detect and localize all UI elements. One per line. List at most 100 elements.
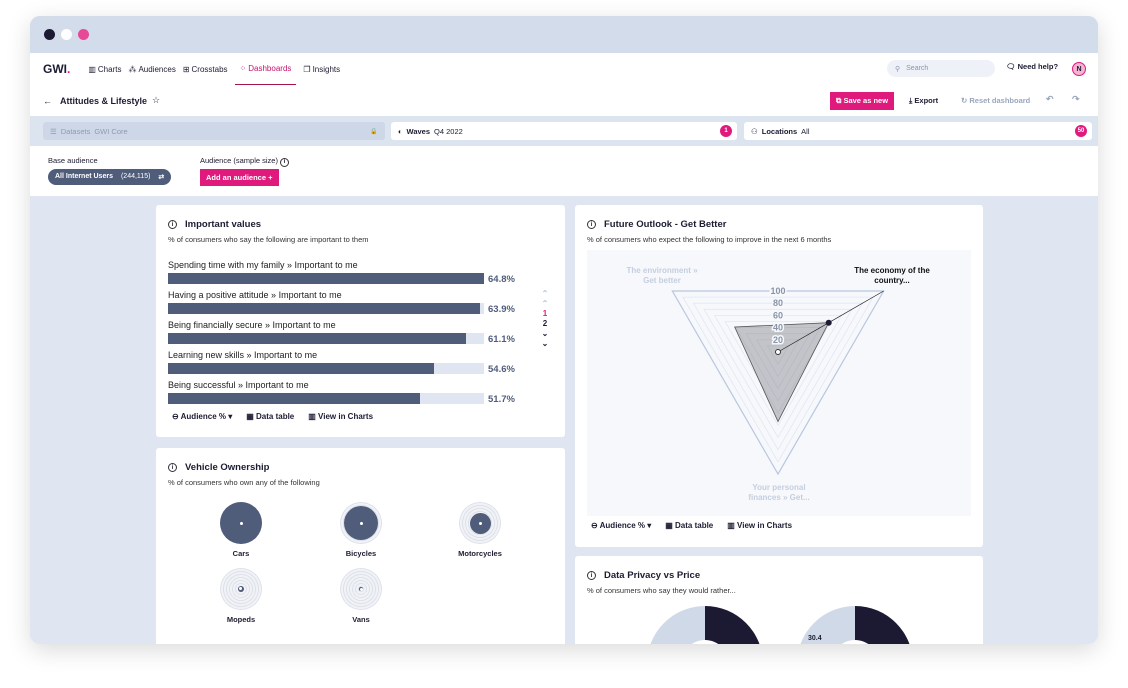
radar-series-area[interactable] (734, 322, 830, 423)
metric-dropdown[interactable]: ⊖ Audience % ▾ (591, 521, 652, 530)
radar-point[interactable] (825, 319, 832, 326)
nav-label: Crosstabs (191, 64, 228, 74)
vehicle-bubble (220, 502, 262, 544)
base-audience-chip[interactable]: All Internet Users (244,115) ⇄ (48, 169, 172, 185)
waves-filter[interactable]: ◐ Waves Q4 2022 1 (391, 122, 737, 140)
nav-audiences[interactable]: ⁂ Audiences (128, 53, 175, 85)
undo-icon[interactable]: ↶ (1046, 94, 1054, 104)
info-icon[interactable]: i (168, 463, 177, 472)
radar-grid-ring (766, 345, 790, 365)
card-subtitle: % of consumers who say they would rather… (587, 586, 736, 595)
window-close-button[interactable] (44, 29, 55, 40)
view-in-charts-button[interactable]: ▥ View in Charts (727, 521, 793, 530)
search-input[interactable]: ⚲ Search (887, 60, 995, 77)
export-button[interactable]: ⤓ Export (909, 96, 938, 106)
help-label: Need help? (1017, 62, 1059, 71)
nav-charts[interactable]: ▥ Charts (88, 53, 121, 85)
locations-count-badge: 50 (1075, 125, 1087, 137)
next-page-icon[interactable]: ⌄ (541, 329, 549, 338)
future-outlook-card: i Future Outlook - Get Better % of consum… (575, 205, 983, 547)
metric-label: Audience % (599, 521, 645, 530)
clock-icon: ◐ (398, 126, 403, 136)
window-maximize-button[interactable] (78, 29, 89, 40)
page-header: ← Attitudes & Lifestyle ☆ ⧉ Save as new … (30, 85, 1098, 116)
filter-bar: ☰ Datasets GWI Core 🔒 ◐ Waves Q4 2022 1 ⚇ Locat… (30, 116, 1098, 146)
radar-grid-ring (703, 308, 853, 439)
bar-row: Spending time with my family » Important… (168, 260, 523, 285)
view-in-charts-button[interactable]: ▥ View in Charts (308, 412, 374, 421)
card-title: Data Privacy vs Price (604, 570, 701, 581)
data-table-button[interactable]: ▦ Data table (246, 412, 295, 421)
page-2[interactable]: 2 (542, 319, 548, 328)
bar[interactable] (168, 273, 484, 284)
reset-dashboard-button[interactable]: ↻ Reset dashboard (961, 96, 1030, 105)
people-icon: ⁂ (128, 64, 137, 74)
bar-value-label: 63.9% (488, 304, 515, 315)
vehicle-item[interactable]: Motorcycles (435, 502, 525, 558)
data-table-button[interactable]: ▦ Data table (665, 521, 714, 530)
save-as-new-button[interactable]: ⧉ Save as new (830, 92, 895, 110)
info-icon[interactable]: i (587, 571, 596, 580)
star-icon[interactable]: ☆ (152, 95, 161, 105)
title-bar (30, 16, 1098, 53)
last-page-icon[interactable]: ⌄ (541, 339, 549, 348)
vehicle-item[interactable]: Bicycles (316, 502, 406, 558)
radar-tick-label: 40 (773, 323, 783, 333)
window-minimize-button[interactable] (61, 29, 72, 40)
reset-label: Reset dashboard (969, 96, 1031, 105)
card-subtitle: % of consumers who expect the following … (587, 235, 832, 244)
waves-value: Q4 2022 (434, 126, 463, 136)
copy-icon: ⧉ (836, 96, 842, 105)
metric-dropdown[interactable]: ⊖ Audience % ▾ (172, 412, 233, 421)
radar-tick-label: 80 (773, 298, 783, 308)
locations-filter[interactable]: ⚇ Locations All 50 (744, 122, 1092, 140)
shuffle-icon[interactable]: ⇄ (158, 174, 165, 181)
bar[interactable] (168, 393, 421, 404)
nav-label: Audiences (138, 64, 176, 74)
base-audience-label: Base audience (48, 156, 98, 165)
card-footer: ⊖ Audience % ▾ ▦ Data table ▥ View in Ch… (591, 521, 792, 530)
bar[interactable] (168, 363, 435, 374)
nav-dashboards[interactable]: ⁘ Dashboards (234, 53, 297, 85)
help-button[interactable]: 🗨 Need help? (1006, 62, 1058, 71)
nav-insights[interactable]: ❐ Insights (303, 53, 340, 85)
vehicle-item[interactable]: Cars (196, 502, 286, 558)
avatar[interactable]: N (1072, 62, 1086, 76)
bar-row: Having a positive attitude » Important t… (168, 290, 523, 315)
add-audience-button[interactable]: Add an audience + (200, 169, 279, 186)
redo-icon[interactable]: ↷ (1072, 94, 1080, 104)
plus-icon: + (268, 173, 273, 182)
page-1[interactable]: 1 (542, 309, 548, 318)
vehicle-item[interactable]: Mopeds (196, 568, 286, 624)
radar-tick-label: 60 (773, 310, 783, 320)
radar-leader-line (777, 322, 829, 353)
bar[interactable] (168, 303, 480, 314)
waves-label: Waves (406, 126, 431, 136)
info-icon[interactable]: i (587, 220, 596, 229)
back-arrow-icon[interactable]: ← (43, 95, 52, 106)
nav-crosstabs[interactable]: ⊞ Crosstabs (183, 53, 228, 85)
radar-grid-ring (735, 327, 821, 402)
info-icon[interactable]: i (168, 220, 177, 229)
bar-track (168, 363, 484, 374)
datasets-filter[interactable]: ☰ Datasets GWI Core 🔒 (43, 122, 385, 140)
bar[interactable] (168, 333, 466, 344)
radar-center-point (775, 349, 781, 355)
card-subtitle: % of consumers who own any of the follow… (168, 478, 320, 487)
metric-label: Audience % (180, 412, 226, 421)
radar-grid-ring (692, 302, 864, 451)
radar-axis-label: The economy of the country... (854, 266, 930, 285)
radar-axis-label: The environment » Get better (626, 266, 697, 285)
lock-icon: 🔒 (370, 128, 378, 135)
view-in-charts-label: View in Charts (318, 412, 374, 421)
datasets-label: Datasets (60, 126, 91, 136)
bar-track (168, 333, 484, 344)
info-icon[interactable]: i (280, 157, 290, 167)
first-page-icon[interactable]: ⌃ ⌃ (541, 289, 549, 308)
vehicle-item[interactable]: Vans (316, 568, 406, 624)
vehicle-label: Bicycles (345, 549, 377, 558)
card-footer: ⊖ Audience % ▾ ▦ Data table ▥ View in Ch… (172, 412, 373, 421)
bar-track (168, 393, 484, 404)
gwi-logo[interactable]: GWI. (43, 62, 71, 76)
bar-label: Being successful » Important to me (168, 380, 309, 390)
